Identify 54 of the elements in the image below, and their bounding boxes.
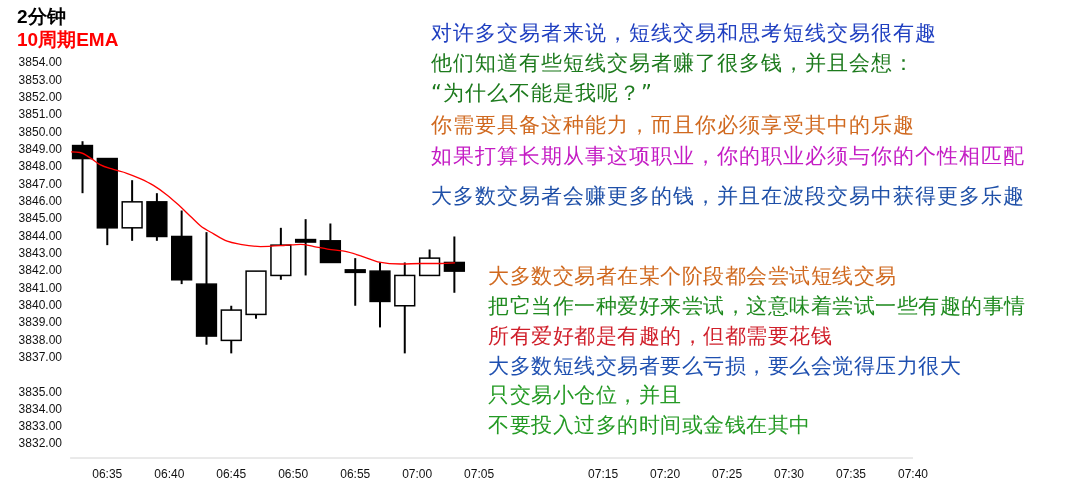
y-tick-label: 3835.00 — [18, 384, 63, 399]
text: 对许多交易者来说，短线交易和思考短线交易很有趣 — [431, 21, 937, 45]
y-tick-label: 3837.00 — [18, 349, 63, 364]
x-tick-label: 07:00 — [402, 467, 433, 482]
candlestick — [294, 218, 317, 277]
x-tick-label: 06:55 — [340, 467, 371, 482]
candlestick — [443, 235, 466, 294]
y-tick-label: 3852.00 — [18, 90, 63, 105]
x-tick-label: 06:40 — [154, 467, 185, 482]
text: 10周期EMA — [17, 29, 119, 51]
chart-title: 2分钟 — [17, 6, 66, 28]
x-tick-label: 06:35 — [92, 467, 123, 482]
y-tick-label: 3845.00 — [18, 211, 63, 226]
y-tick-label: 3842.00 — [18, 263, 63, 278]
annotation: 大多数交易者在某个阶段都会尝试短线交易 — [488, 264, 897, 288]
y-tick-label: 3839.00 — [18, 315, 63, 330]
annotation: 不要投入过多的时间或金钱在其中 — [488, 413, 811, 437]
y-tick-label: 3854.00 — [18, 55, 63, 70]
y-tick-label: 3849.00 — [18, 142, 63, 157]
y-tick-label: 3832.00 — [18, 436, 63, 451]
x-tick-label: 07:05 — [464, 467, 495, 482]
y-tick-label: 3847.00 — [18, 176, 63, 191]
candlestick — [344, 257, 366, 307]
x-tick-label: 07:15 — [588, 467, 619, 482]
x-tick-label: 07:30 — [774, 467, 805, 482]
annotation: 如果打算长期从事这项职业，你的职业必须与你的个性相匹配 — [431, 144, 1025, 168]
y-tick-label: 3844.00 — [18, 228, 63, 243]
candlestick — [319, 222, 342, 264]
annotation: 大多数短线交易者要么亏损，要么会觉得压力很大 — [488, 354, 961, 378]
annotation: 所有爱好都是有趣的，但都需要花钱 — [488, 324, 832, 348]
x-tick-label: 06:45 — [216, 467, 247, 482]
annotation: 只交易小仓位，并且 — [488, 383, 682, 407]
y-tick-label: 3843.00 — [18, 245, 63, 260]
y-tick-label: 3851.00 — [18, 107, 63, 122]
x-tick-label: 07:40 — [897, 467, 929, 482]
y-tick-label: 3850.00 — [18, 124, 63, 139]
x-tick-label: 07:35 — [835, 467, 867, 482]
candlestick — [418, 248, 441, 277]
annotation: 大多数交易者会赚更多的钱，并且在波段交易中获得更多乐趣 — [431, 184, 1025, 208]
y-tick-label: 3840.00 — [18, 297, 63, 312]
y-tick-label: 3853.00 — [18, 72, 63, 87]
y-tick-label: 3841.00 — [18, 280, 63, 295]
annotation: 把它当作一种爱好来尝试，这意味着尝试一些有趣的事情 — [488, 294, 1026, 318]
x-tick-label: 06:50 — [278, 467, 309, 482]
annotation: 他们知道有些短线交易者赚了很多钱，并且会想： — [431, 51, 915, 75]
y-tick-label: 3848.00 — [18, 159, 63, 174]
y-tick-label: 3834.00 — [18, 401, 63, 416]
y-tick-label: 3833.00 — [18, 419, 63, 434]
x-tick-label: 07:20 — [650, 467, 681, 482]
y-tick-label: 3846.00 — [18, 194, 63, 209]
y-tick-label: 3838.00 — [18, 332, 63, 347]
annotation: “为什么不能是我呢？” — [431, 81, 653, 105]
x-tick-label: 07:25 — [712, 467, 743, 482]
annotation: 你需要具备这种能力，而且你必须享受其中的乐趣 — [430, 113, 915, 137]
